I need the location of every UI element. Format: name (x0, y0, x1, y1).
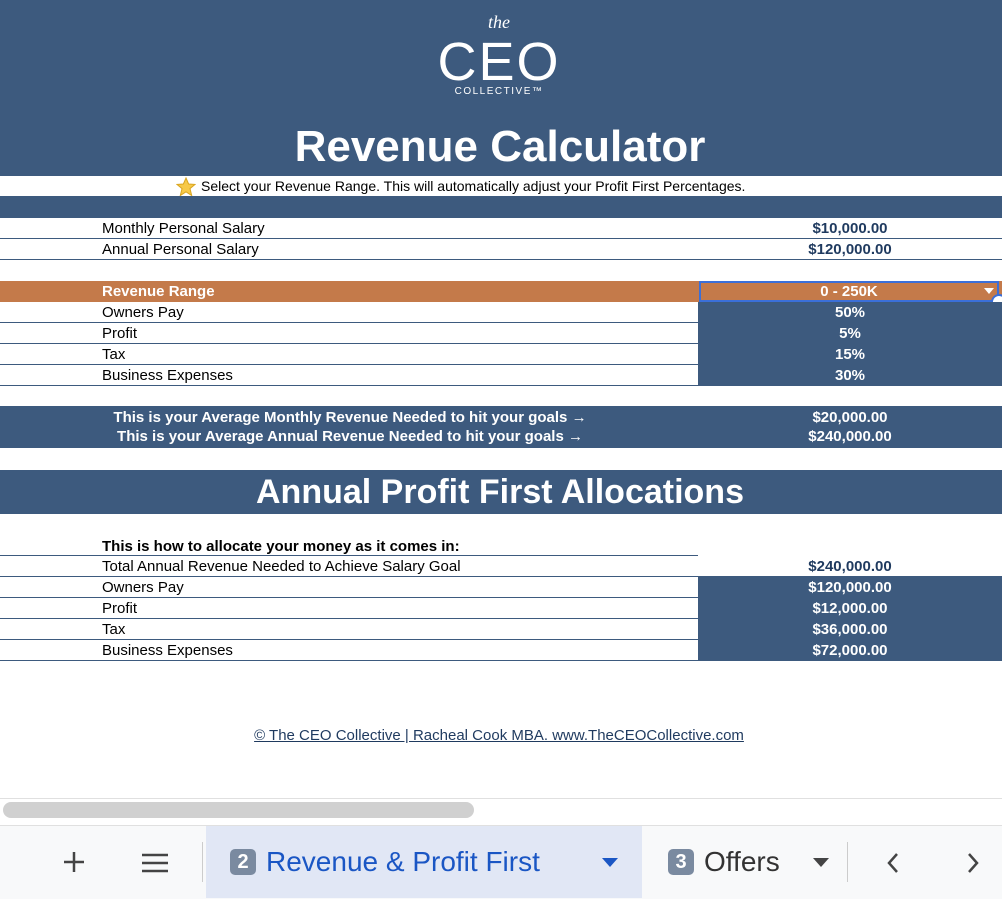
tab-offers[interactable]: 3 Offers (668, 826, 780, 898)
average-label: This is your Average Monthly Revenue Nee… (113, 409, 587, 426)
tab-label[interactable]: Offers (704, 846, 780, 877)
tab-menu-arrow[interactable] (813, 858, 829, 868)
tab-menu-arrow[interactable] (602, 858, 618, 868)
table-row: Tax 15% (0, 344, 1002, 365)
section-header (0, 470, 1002, 514)
table-row: Total Annual Revenue Needed to Achieve S… (0, 556, 1002, 577)
value-cell: 30% (698, 365, 1002, 386)
table-row: Business Expenses $72,000.00 (0, 640, 1002, 661)
label-cell: Total Annual Revenue Needed to Achieve S… (0, 556, 698, 577)
tab-badge: 2 (230, 849, 256, 875)
row-label: Business Expenses (102, 367, 233, 384)
value-cell: $36,000.00 (698, 619, 1002, 640)
spacer-row (0, 196, 1002, 218)
averages-block (0, 406, 1002, 448)
row-label: Owners Pay (102, 579, 184, 596)
table-row: Profit 5% (0, 323, 1002, 344)
scrollbar-thumb[interactable] (3, 802, 474, 818)
average-label: This is your Average Annual Revenue Need… (117, 428, 583, 445)
table-row: Profit $12,000.00 (0, 598, 1002, 619)
value-cell: 5% (698, 323, 1002, 344)
divider (202, 842, 203, 882)
row-label: Business Expenses (102, 642, 233, 659)
instruction-row (0, 176, 998, 196)
average-value: $240,000.00 (808, 428, 892, 445)
label-cell: Monthly Personal Salary (0, 218, 698, 239)
table-row: Annual Personal Salary $120,000.00 (0, 239, 1002, 260)
star-icon (176, 177, 196, 197)
value-cell: $12,000.00 (698, 598, 1002, 619)
value-cell: $72,000.00 (698, 640, 1002, 661)
table-row: Monthly Personal Salary $10,000.00 (0, 218, 1002, 239)
all-sheets-button[interactable] (141, 852, 169, 874)
table-row: Business Expenses 30% (0, 365, 1002, 386)
footer-link[interactable]: © The CEO Collective | Racheal Cook MBA.… (254, 727, 744, 744)
value-cell: $240,000.00 (698, 556, 1002, 577)
row-label: Annual Personal Salary (102, 241, 259, 258)
row-label: Tax (102, 346, 126, 363)
average-value: $20,000.00 (812, 409, 888, 426)
row-label: Total Annual Revenue Needed to Achieve S… (102, 558, 461, 575)
revenue-range-label: Revenue Range (102, 283, 215, 300)
value-cell: 15% (698, 344, 1002, 365)
label-cell: Business Expenses (0, 365, 698, 386)
add-sheet-button[interactable] (62, 850, 86, 874)
title: Revenue Calculator (294, 122, 706, 171)
tab-revenue[interactable]: 2 Revenue & Profit First (230, 826, 540, 898)
divider (847, 842, 848, 882)
label-cell: Tax (0, 344, 698, 365)
revenue-range-row: Revenue Range 0 - 250K (0, 281, 1002, 310)
table-row: Owners Pay $120,000.00 (0, 577, 1002, 598)
row-border (0, 555, 698, 556)
logo-collective: COLLECTIVE™ (454, 86, 544, 97)
logo-ceo: CEO (437, 32, 561, 92)
row-label: Tax (102, 621, 126, 638)
row-label: Owners Pay (102, 304, 184, 321)
tab-label[interactable]: Revenue & Profit First (266, 846, 540, 877)
label-cell: Profit (0, 598, 698, 619)
row-label: Monthly Personal Salary (102, 220, 265, 237)
section-title: Annual Profit First Allocations (256, 473, 744, 511)
header (0, 0, 1002, 176)
label-cell: Profit (0, 323, 698, 344)
dropdown-arrow[interactable] (984, 288, 994, 294)
active-tab[interactable] (206, 826, 642, 898)
row-label: Profit (102, 325, 138, 342)
row-label: Profit (102, 600, 138, 617)
label-cell: Tax (0, 619, 698, 640)
table-row: Tax $36,000.00 (0, 619, 1002, 640)
value-cell: $120,000.00 (698, 239, 1002, 260)
instruction: Select your Revenue Range. This will aut… (201, 178, 746, 194)
label-cell: Business Expenses (0, 640, 698, 661)
tab-badge: 3 (668, 849, 694, 875)
logo-the: the (488, 12, 510, 32)
table-row: Owners Pay 50% (0, 302, 1002, 323)
value-cell: $120,000.00 (698, 577, 1002, 598)
label-cell: Annual Personal Salary (0, 239, 698, 260)
label-cell: Owners Pay (0, 577, 698, 598)
scroll-left-button[interactable] (886, 852, 900, 874)
value-cell: $10,000.00 (698, 218, 1002, 239)
value-cell: 50% (698, 302, 1002, 323)
scroll-right-button[interactable] (966, 852, 980, 874)
label-cell: Owners Pay (0, 302, 698, 323)
allocation-intro: This is how to allocate your money as it… (102, 538, 460, 555)
revenue-range-dropdown[interactable]: 0 - 250K (699, 281, 999, 302)
